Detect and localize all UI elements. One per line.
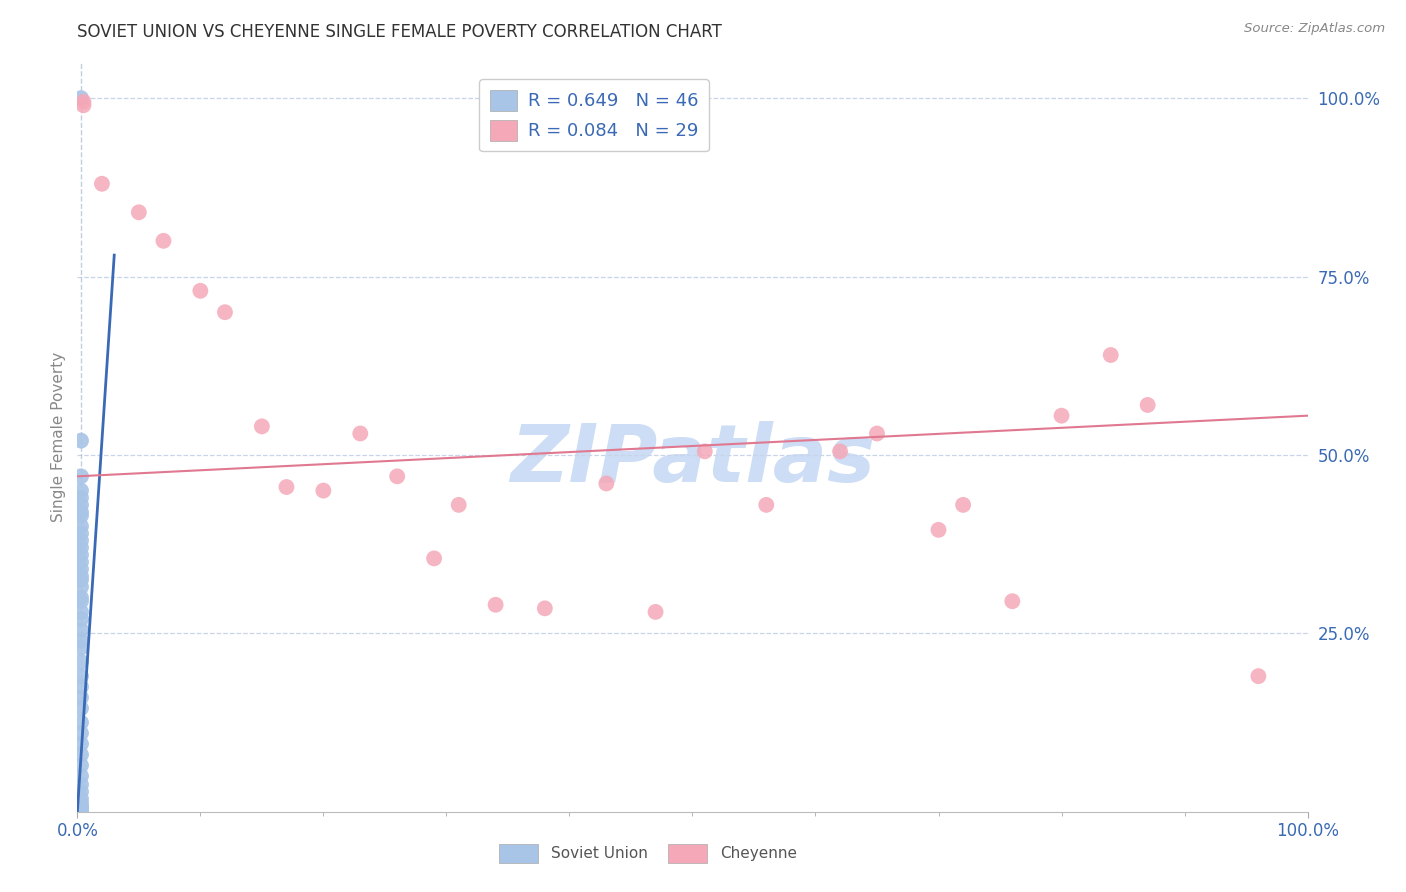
- Point: [1050, 409, 1073, 423]
- Point: [70, 640, 93, 655]
- Point: [70, 434, 93, 448]
- Point: [485, 598, 508, 612]
- Text: Cheyenne: Cheyenne: [720, 847, 797, 861]
- Point: [72, 98, 94, 112]
- Point: [70, 605, 93, 619]
- Legend: R = 0.649   N = 46, R = 0.084   N = 29: R = 0.649 N = 46, R = 0.084 N = 29: [479, 79, 709, 152]
- Text: ZIPatlas: ZIPatlas: [510, 420, 875, 499]
- Point: [866, 426, 889, 441]
- Point: [70, 799, 93, 814]
- Point: [693, 444, 716, 458]
- Point: [70, 541, 93, 555]
- Point: [214, 305, 236, 319]
- Point: [312, 483, 335, 498]
- Point: [70, 690, 93, 705]
- Point: [188, 284, 212, 298]
- Point: [644, 605, 666, 619]
- Point: [70, 591, 93, 605]
- Point: [70, 483, 93, 498]
- Point: [952, 498, 974, 512]
- Point: [70, 562, 93, 576]
- Point: [70, 612, 93, 626]
- Point: [70, 533, 93, 548]
- Point: [70, 726, 93, 740]
- Point: [276, 480, 298, 494]
- Point: [70, 498, 93, 512]
- Point: [70, 737, 93, 751]
- Point: [70, 715, 93, 730]
- Point: [70, 792, 93, 806]
- Point: [830, 444, 852, 458]
- Point: [70, 803, 93, 817]
- Point: [70, 580, 93, 594]
- Point: [70, 505, 93, 519]
- Point: [70, 548, 93, 562]
- Point: [1247, 669, 1270, 683]
- Text: SOVIET UNION VS CHEYENNE SINGLE FEMALE POVERTY CORRELATION CHART: SOVIET UNION VS CHEYENNE SINGLE FEMALE P…: [77, 23, 723, 41]
- Point: [70, 747, 93, 762]
- Point: [423, 551, 446, 566]
- Point: [70, 785, 93, 799]
- Point: [928, 523, 950, 537]
- Point: [70, 519, 93, 533]
- Point: [1136, 398, 1159, 412]
- Point: [1099, 348, 1122, 362]
- Point: [534, 601, 557, 615]
- Point: [447, 498, 470, 512]
- Text: Soviet Union: Soviet Union: [551, 847, 648, 861]
- Point: [70, 569, 93, 583]
- Point: [70, 508, 93, 523]
- Text: Source: ZipAtlas.com: Source: ZipAtlas.com: [1244, 22, 1385, 36]
- Point: [152, 234, 174, 248]
- Point: [90, 177, 114, 191]
- Point: [70, 469, 93, 483]
- Point: [595, 476, 617, 491]
- Point: [70, 491, 93, 505]
- Point: [70, 804, 93, 818]
- Point: [755, 498, 778, 512]
- Point: [70, 91, 93, 105]
- Point: [70, 633, 93, 648]
- Point: [70, 701, 93, 715]
- Point: [70, 769, 93, 783]
- Point: [70, 623, 93, 637]
- Point: [70, 680, 93, 694]
- Point: [70, 796, 93, 810]
- Point: [70, 802, 93, 816]
- Point: [70, 803, 93, 817]
- Point: [70, 669, 93, 683]
- Point: [70, 526, 93, 541]
- Point: [70, 555, 93, 569]
- Point: [72, 95, 94, 109]
- Point: [250, 419, 273, 434]
- Point: [70, 801, 93, 815]
- Point: [70, 655, 93, 669]
- Point: [70, 778, 93, 792]
- Point: [70, 594, 93, 608]
- Point: [70, 758, 93, 772]
- Point: [385, 469, 409, 483]
- Y-axis label: Single Female Poverty: Single Female Poverty: [51, 352, 66, 522]
- Point: [70, 573, 93, 587]
- Point: [128, 205, 150, 219]
- Point: [349, 426, 371, 441]
- Point: [1001, 594, 1024, 608]
